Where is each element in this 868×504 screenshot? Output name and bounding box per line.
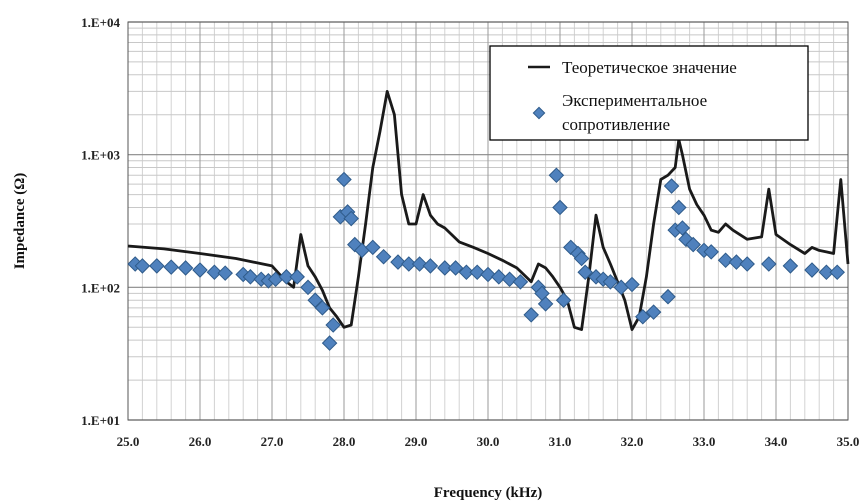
experimental-point xyxy=(818,264,835,280)
experimental-point xyxy=(728,254,745,270)
experimental-point xyxy=(703,244,719,260)
experimental-point xyxy=(685,236,701,253)
experimental-point xyxy=(804,262,820,278)
experimental-point xyxy=(217,265,233,281)
experimental-point xyxy=(365,239,381,256)
legend-theory-label: Теоретическое значение xyxy=(562,58,737,77)
experimental-point xyxy=(354,242,370,259)
x-tick-label: 31.0 xyxy=(549,434,572,449)
theoretical-series xyxy=(127,90,850,332)
experimental-point xyxy=(242,269,259,285)
legend-experimental-label: Экспериментальное сопротивление xyxy=(562,91,707,134)
experimental-point xyxy=(343,210,359,227)
x-tick-label: 26.0 xyxy=(189,434,212,449)
x-tick-label: 34.0 xyxy=(765,434,788,449)
experimental-point xyxy=(552,199,568,216)
experimental-point xyxy=(206,264,223,280)
experimental-point xyxy=(613,279,629,296)
experimental-point xyxy=(663,178,680,194)
experimental-point xyxy=(134,258,151,274)
experimental-point xyxy=(717,252,734,269)
experimental-point xyxy=(458,264,475,280)
experimental-point xyxy=(163,259,179,275)
experimental-point xyxy=(192,262,208,278)
experimental-point xyxy=(480,266,496,283)
experimental-point xyxy=(437,260,453,276)
experimental-point xyxy=(300,279,316,296)
experimental-point xyxy=(267,271,284,288)
experimental-point xyxy=(422,258,439,274)
y-tick-label: 1.E+01 xyxy=(81,413,120,428)
x-tick-label: 30.0 xyxy=(477,434,500,449)
experimental-point xyxy=(411,256,428,272)
experimental-point xyxy=(321,335,338,351)
experimental-point xyxy=(501,271,518,288)
experimental-point xyxy=(336,171,352,188)
experimental-point xyxy=(375,248,392,265)
experimental-point xyxy=(573,250,590,267)
x-tick-labels: 25.0 26.0 27.0 28.0 29.0 30.0 31.0 32.0 33.0 34.0… xyxy=(117,434,860,449)
experimental-point xyxy=(782,258,799,274)
experimental-point xyxy=(469,264,485,280)
theoretical-line xyxy=(127,90,850,332)
experimental-point xyxy=(289,269,305,285)
experimental-point xyxy=(577,264,593,280)
y-tick-labels: 1.E+01 1.E+02 1.E+03 1.E+04 xyxy=(81,15,120,428)
experimental-point xyxy=(390,254,406,270)
experimental-point xyxy=(548,167,565,183)
y-tick-label: 1.E+02 xyxy=(81,280,120,295)
experimental-point xyxy=(278,269,295,285)
experimental-point xyxy=(674,220,691,236)
x-tick-label: 27.0 xyxy=(261,434,284,449)
experimental-point xyxy=(660,288,676,305)
x-tick-label: 29.0 xyxy=(405,434,428,449)
experimental-point xyxy=(739,256,755,272)
experimental-point xyxy=(671,199,687,216)
y-tick-label: 1.E+04 xyxy=(81,15,120,30)
x-tick-label: 28.0 xyxy=(333,434,356,449)
x-tick-label: 25.0 xyxy=(117,434,140,449)
experimental-point xyxy=(149,258,165,274)
legend-box xyxy=(489,45,809,141)
legend: Теоретическое значение Экспериментальное… xyxy=(489,45,809,141)
y-tick-label: 1.E+03 xyxy=(81,148,120,163)
experimental-point xyxy=(537,296,554,312)
experimental-point xyxy=(602,274,619,290)
experimental-point xyxy=(512,274,529,290)
experimental-point xyxy=(829,264,845,280)
experimental-point xyxy=(314,300,331,316)
experimental-point xyxy=(555,292,572,308)
plot-area-frame xyxy=(127,21,849,421)
experimental-point xyxy=(401,256,417,272)
experimental-point xyxy=(624,276,640,293)
x-tick-label: 32.0 xyxy=(621,434,644,449)
x-axis-title: Frequency (kHz) xyxy=(434,485,542,501)
x-tick-label: 33.0 xyxy=(693,434,716,449)
experimental-point xyxy=(307,292,323,308)
experimental-point xyxy=(523,307,539,323)
legend-diamond-swatch xyxy=(532,106,546,120)
experimental-point xyxy=(635,308,651,325)
experimental-point xyxy=(177,260,194,276)
y-axis-title: Impedance (Ω) xyxy=(12,173,28,270)
experimental-point xyxy=(761,256,777,272)
experimental-point xyxy=(325,317,341,333)
experimental-point xyxy=(447,260,464,276)
experimental-point xyxy=(645,304,662,320)
experimental-series xyxy=(127,167,845,351)
experimental-point xyxy=(491,269,507,285)
x-tick-label: 35.0 xyxy=(837,434,860,449)
